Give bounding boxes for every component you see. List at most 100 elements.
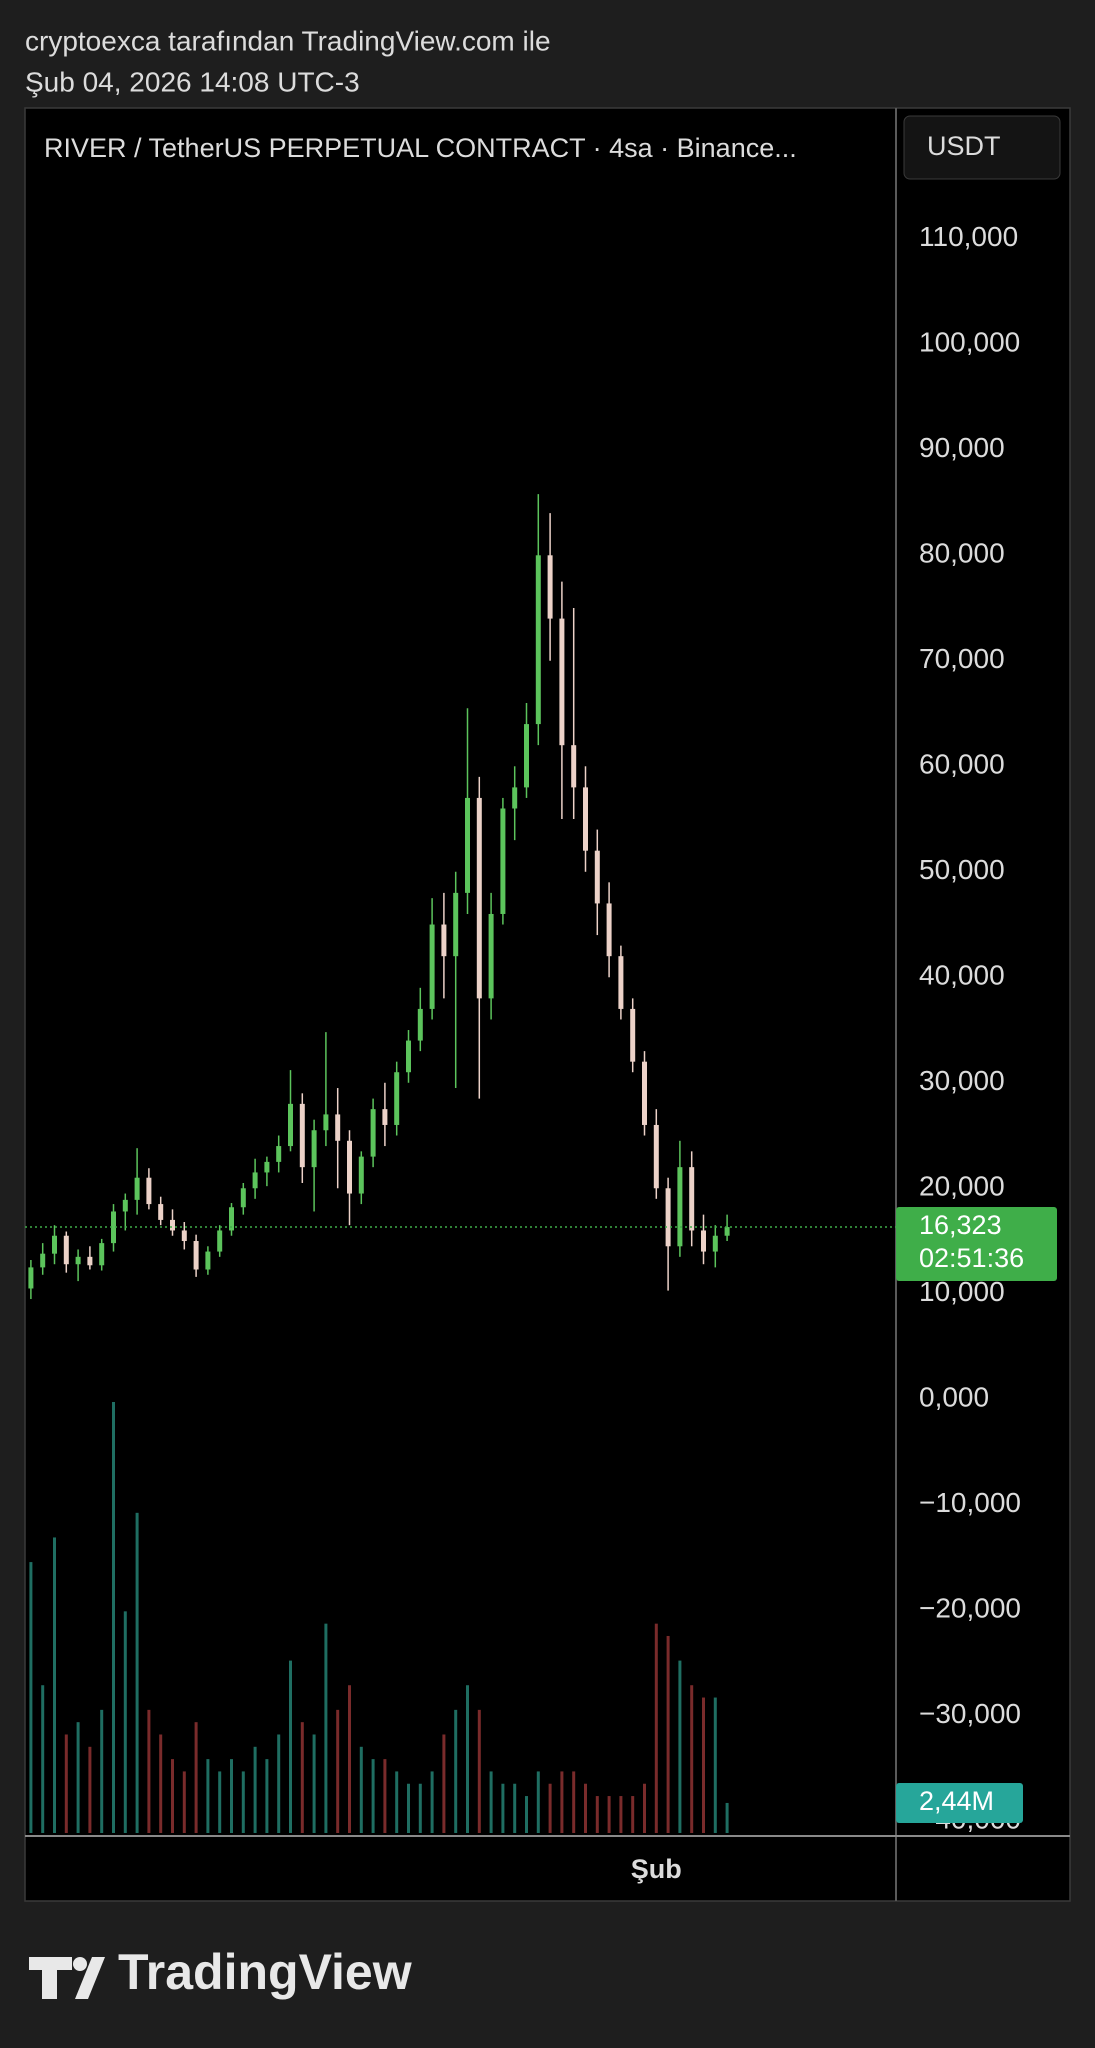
volume-bar xyxy=(418,1783,422,1833)
volume-bar xyxy=(53,1537,56,1833)
candle-body xyxy=(665,1188,671,1247)
volume-bar xyxy=(678,1660,682,1833)
volume-bar xyxy=(64,1734,68,1833)
y-tick-label: 0,000 xyxy=(919,1382,989,1413)
candle-body xyxy=(75,1256,81,1265)
volume-bar xyxy=(595,1796,599,1833)
candle-body xyxy=(347,1140,352,1194)
candle-body xyxy=(217,1230,223,1252)
volume-bar xyxy=(702,1697,705,1833)
volume-bar xyxy=(100,1709,104,1833)
header-date: Şub 04, 2026 14:08 UTC-3 xyxy=(25,66,360,97)
candle-body xyxy=(134,1177,140,1200)
candle-body xyxy=(158,1204,164,1220)
candle-body xyxy=(87,1256,93,1266)
volume-bar xyxy=(560,1771,564,1833)
volume-bar xyxy=(147,1709,151,1833)
volume-bar xyxy=(88,1746,92,1833)
volume-bar xyxy=(430,1771,434,1833)
volume-bar xyxy=(135,1512,139,1833)
volume-bar xyxy=(171,1759,174,1833)
candle-body xyxy=(406,1040,411,1073)
volume-bar xyxy=(265,1759,269,1833)
volume-bar xyxy=(324,1623,328,1833)
volume-bar xyxy=(371,1759,375,1833)
volume-bar xyxy=(230,1759,233,1833)
logo xyxy=(29,1957,105,1999)
y-tick-label: 10,000 xyxy=(919,1276,1005,1307)
volume-bar xyxy=(312,1734,316,1833)
candle-body xyxy=(441,924,447,957)
y-tick-label: 40,000 xyxy=(919,960,1005,991)
candle-body xyxy=(712,1235,718,1252)
volume-bar xyxy=(348,1685,351,1833)
volume-bar xyxy=(159,1734,163,1833)
candle-body xyxy=(99,1243,105,1266)
candle-body xyxy=(476,797,482,999)
candle-body xyxy=(559,618,565,746)
y-tick-label: 70,000 xyxy=(919,643,1005,674)
countdown: 02:51:36 xyxy=(919,1243,1024,1273)
candle-body xyxy=(276,1146,282,1162)
candle-body xyxy=(335,1114,341,1141)
candle-body xyxy=(535,555,541,725)
candle-body xyxy=(146,1177,152,1205)
volume-bar xyxy=(112,1402,115,1833)
chart-title: RIVER / TetherUS PERPETUAL CONTRACT · 4s… xyxy=(44,133,797,163)
currency-button[interactable] xyxy=(903,115,1061,180)
candle-body xyxy=(724,1227,730,1236)
candle-body xyxy=(583,787,588,851)
candle-body xyxy=(63,1235,69,1265)
candle-body xyxy=(677,1167,683,1247)
volume-bar xyxy=(395,1771,399,1833)
candle-body xyxy=(429,924,435,1009)
y-tick-label: 80,000 xyxy=(919,538,1005,569)
candle-body xyxy=(122,1199,128,1212)
volume-bar xyxy=(690,1685,694,1833)
logo-mark xyxy=(29,1957,72,1999)
candle-body xyxy=(500,808,506,914)
price-label: 16,323 xyxy=(919,1210,1002,1240)
candle-body xyxy=(323,1114,329,1131)
candle-body xyxy=(594,850,600,904)
volume-bar xyxy=(182,1771,186,1833)
volume-bar xyxy=(289,1660,292,1833)
volume-bar xyxy=(572,1771,576,1833)
candle-body xyxy=(193,1241,199,1270)
candle-body xyxy=(52,1235,57,1254)
volume-bar xyxy=(300,1722,304,1833)
candle-body xyxy=(370,1109,376,1157)
volume-bar xyxy=(29,1562,33,1833)
volume-bar xyxy=(548,1783,552,1833)
volume-bar xyxy=(513,1783,517,1833)
volume-bar xyxy=(477,1709,481,1833)
candle-body xyxy=(701,1230,706,1252)
candle-body xyxy=(311,1130,317,1168)
volume-bar xyxy=(336,1709,340,1833)
candle-body xyxy=(240,1188,246,1208)
volume-bar xyxy=(666,1635,670,1833)
candle-body xyxy=(299,1103,305,1168)
y-tick-label: 100,000 xyxy=(919,327,1020,358)
y-tick-label: 50,000 xyxy=(919,854,1005,885)
volume-bar xyxy=(466,1685,469,1833)
candle-body xyxy=(181,1230,187,1242)
logo-text: TradingView xyxy=(118,1944,412,2000)
currency-label[interactable]: USDT xyxy=(927,131,1001,161)
price-box xyxy=(896,1207,1057,1282)
volume-bar xyxy=(643,1783,646,1833)
candle-body xyxy=(417,1008,423,1041)
candle-body xyxy=(252,1172,258,1189)
candle-body xyxy=(524,724,529,788)
candle-body xyxy=(394,1072,400,1125)
candle-body xyxy=(453,892,459,957)
candle-body xyxy=(28,1267,34,1289)
candle-body xyxy=(547,555,553,619)
candle-body xyxy=(205,1251,211,1270)
volume-bar xyxy=(725,1802,729,1833)
volume-bar xyxy=(489,1771,493,1833)
volume-bar xyxy=(654,1623,658,1833)
candle-body xyxy=(630,1008,636,1062)
candle-body xyxy=(618,956,624,1009)
volume-bar xyxy=(206,1759,210,1833)
